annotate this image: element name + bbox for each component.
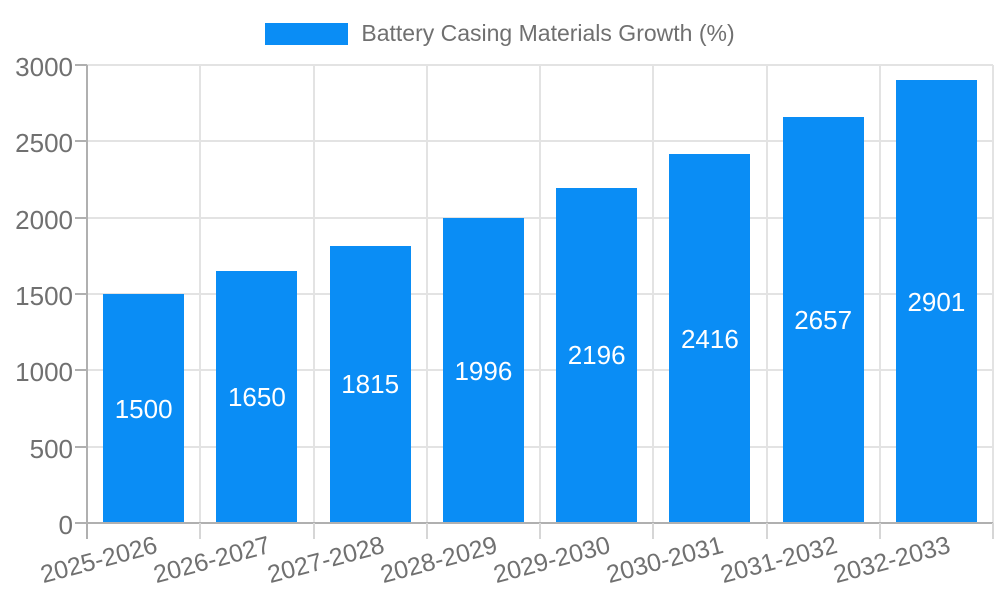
bar-value-label: 1500 [114, 393, 173, 424]
bar-2027-2028: 1815 [329, 245, 411, 523]
y-tick-mark [75, 369, 87, 372]
bar-value-label: 2196 [567, 340, 626, 371]
y-tick-mark [75, 445, 87, 448]
gridline-vertical [878, 65, 881, 523]
bar-2030-2031: 2416 [669, 154, 751, 523]
x-tick-mark [425, 523, 428, 539]
bar-2025-2026: 1500 [103, 294, 185, 523]
gridline-vertical [425, 65, 428, 523]
x-tick-mark [539, 523, 541, 539]
x-tick-mark [878, 523, 881, 539]
gridline-vertical [652, 65, 655, 523]
bar-value-label: 2416 [680, 323, 739, 354]
x-tick-mark [765, 523, 768, 539]
y-axis-line [86, 65, 88, 523]
bar-2028-2029: 1996 [442, 218, 524, 523]
legend-swatch [265, 22, 349, 45]
bar-2031-2032: 2657 [782, 117, 864, 523]
legend-label: Battery Casing Materials Growth (%) [361, 20, 735, 46]
y-tick-mark [75, 140, 87, 143]
bar-value-label: 1996 [454, 355, 513, 386]
x-tick-mark [86, 523, 88, 539]
y-tick-label: 2000 [15, 204, 73, 235]
bar-value-label: 1650 [227, 382, 286, 413]
gridline-vertical [539, 65, 541, 523]
chart-legend: Battery Casing Materials Growth (%) [0, 20, 1000, 47]
bar-2032-2033: 2901 [895, 80, 977, 523]
x-tick-mark [199, 523, 202, 539]
y-tick-label: 2500 [15, 128, 73, 159]
x-tick-label: 2029-2030 [490, 531, 614, 590]
bar-value-label: 1815 [341, 369, 400, 400]
gridline-vertical [312, 65, 315, 523]
bar-value-label: 2657 [794, 305, 853, 336]
y-tick-label: 3000 [15, 52, 73, 82]
bar-2026-2027: 1650 [216, 271, 298, 523]
x-tick-mark [312, 523, 315, 539]
x-tick-label: 2032-2033 [830, 531, 954, 590]
y-tick-label: 1000 [15, 357, 73, 388]
gridline-vertical [992, 65, 994, 523]
y-tick-mark [75, 216, 87, 219]
gridline-vertical [199, 65, 202, 523]
y-tick-label: 0 [58, 510, 73, 540]
x-tick-mark [992, 523, 994, 539]
y-tick-label: 500 [29, 433, 73, 464]
y-tick-mark [75, 64, 87, 66]
y-tick-mark [75, 522, 87, 524]
y-tick-label: 1500 [15, 281, 73, 311]
y-tick-mark [75, 293, 87, 295]
x-tick-label: 2025-2026 [37, 531, 161, 590]
x-tick-label: 2030-2031 [603, 531, 727, 590]
x-tick-label: 2026-2027 [150, 531, 274, 590]
x-tick-mark [652, 523, 655, 539]
gridline-vertical [765, 65, 768, 523]
x-tick-label: 2027-2028 [264, 531, 387, 590]
x-tick-label: 2031-2032 [717, 531, 840, 590]
x-tick-label: 2028-2029 [377, 531, 501, 590]
bar-value-label: 2901 [907, 286, 966, 317]
bar-2029-2030: 2196 [556, 187, 638, 523]
